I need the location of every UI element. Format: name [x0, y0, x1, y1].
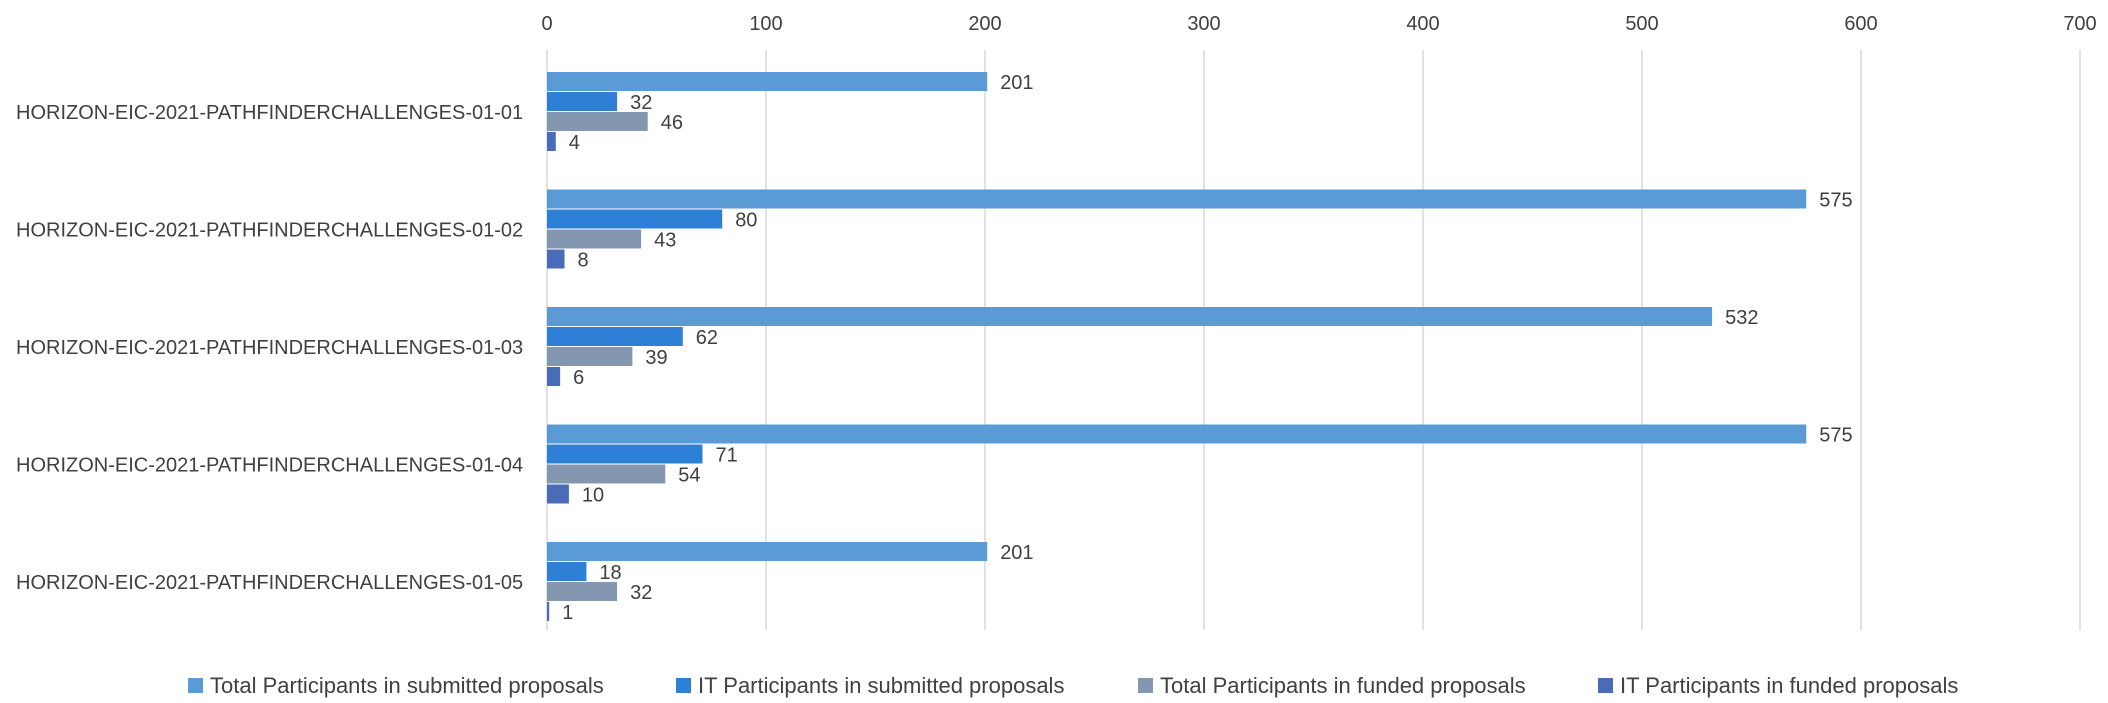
data-label: 10: [582, 485, 604, 507]
bar: [547, 424, 1807, 444]
x-axis-ticks: 0 100 200 300 400 500 600 700: [541, 13, 2096, 35]
data-label: 4: [569, 132, 580, 154]
bar: [547, 229, 642, 249]
legend-swatch: [1598, 678, 1613, 693]
bar: [547, 484, 569, 504]
category-label: HORIZON-EIC-2021-PATHFINDERCHALLENGES-01…: [16, 102, 523, 124]
data-label: 71: [715, 445, 737, 467]
bar: [547, 307, 1713, 326]
data-label: 1: [562, 602, 573, 624]
bar: [547, 92, 618, 111]
legend: Total Participants in submitted proposal…: [188, 673, 1958, 698]
grid-lines: [546, 50, 2081, 630]
data-label: 62: [696, 327, 718, 349]
bar: [547, 367, 561, 386]
data-label: 43: [654, 230, 676, 252]
data-label: 201: [1000, 72, 1033, 94]
legend-swatch: [1138, 678, 1153, 693]
x-tick-label: 700: [2063, 13, 2096, 35]
data-label: 201: [1000, 542, 1033, 564]
legend-label: Total Participants in submitted proposal…: [210, 673, 604, 698]
category-label: HORIZON-EIC-2021-PATHFINDERCHALLENGES-01…: [16, 572, 523, 594]
x-tick-label: 100: [749, 13, 782, 35]
category-label: HORIZON-EIC-2021-PATHFINDERCHALLENGES-01…: [16, 455, 523, 477]
data-label: 46: [661, 112, 683, 134]
data-label: 575: [1819, 190, 1852, 212]
category-label: HORIZON-EIC-2021-PATHFINDERCHALLENGES-01…: [16, 220, 523, 242]
bars: 201 32 46 4 575 80 43 8 532 62 39 6 575 71 54 10 201 18 32…: [547, 72, 1853, 624]
bar: [547, 562, 587, 581]
bar: [547, 72, 988, 91]
bar: [547, 327, 683, 346]
bar: [547, 132, 556, 151]
data-label: 532: [1725, 307, 1758, 329]
x-tick-label: 300: [1187, 13, 1220, 35]
x-tick-label: 500: [1625, 13, 1658, 35]
bar: [547, 542, 988, 561]
legend-label: Total Participants in funded proposals: [1160, 673, 1526, 698]
category-label: HORIZON-EIC-2021-PATHFINDERCHALLENGES-01…: [16, 337, 523, 359]
data-label: 6: [573, 367, 584, 389]
bar: [547, 189, 1807, 209]
data-label: 39: [645, 347, 667, 369]
bar: [547, 209, 723, 229]
x-tick-label: 400: [1406, 13, 1439, 35]
bar: [547, 602, 550, 621]
bar: [547, 464, 666, 484]
bar: [547, 112, 648, 131]
bar: [547, 347, 633, 366]
legend-swatch: [676, 678, 691, 693]
data-label: 32: [630, 92, 652, 114]
bar: [547, 444, 703, 464]
data-label: 8: [578, 250, 589, 272]
data-label: 18: [599, 562, 621, 584]
data-label: 54: [678, 465, 700, 487]
bar: [547, 582, 618, 601]
data-label: 575: [1819, 425, 1852, 447]
x-tick-label: 200: [968, 13, 1001, 35]
legend-swatch: [188, 678, 203, 693]
legend-label: IT Participants in submitted proposals: [698, 673, 1064, 698]
data-label: 32: [630, 582, 652, 604]
category-labels: HORIZON-EIC-2021-PATHFINDERCHALLENGES-01…: [16, 102, 523, 594]
bar: [547, 249, 565, 269]
legend-label: IT Participants in funded proposals: [1620, 673, 1958, 698]
x-tick-label: 0: [541, 13, 552, 35]
data-label: 80: [735, 210, 757, 232]
x-tick-label: 600: [1844, 13, 1877, 35]
